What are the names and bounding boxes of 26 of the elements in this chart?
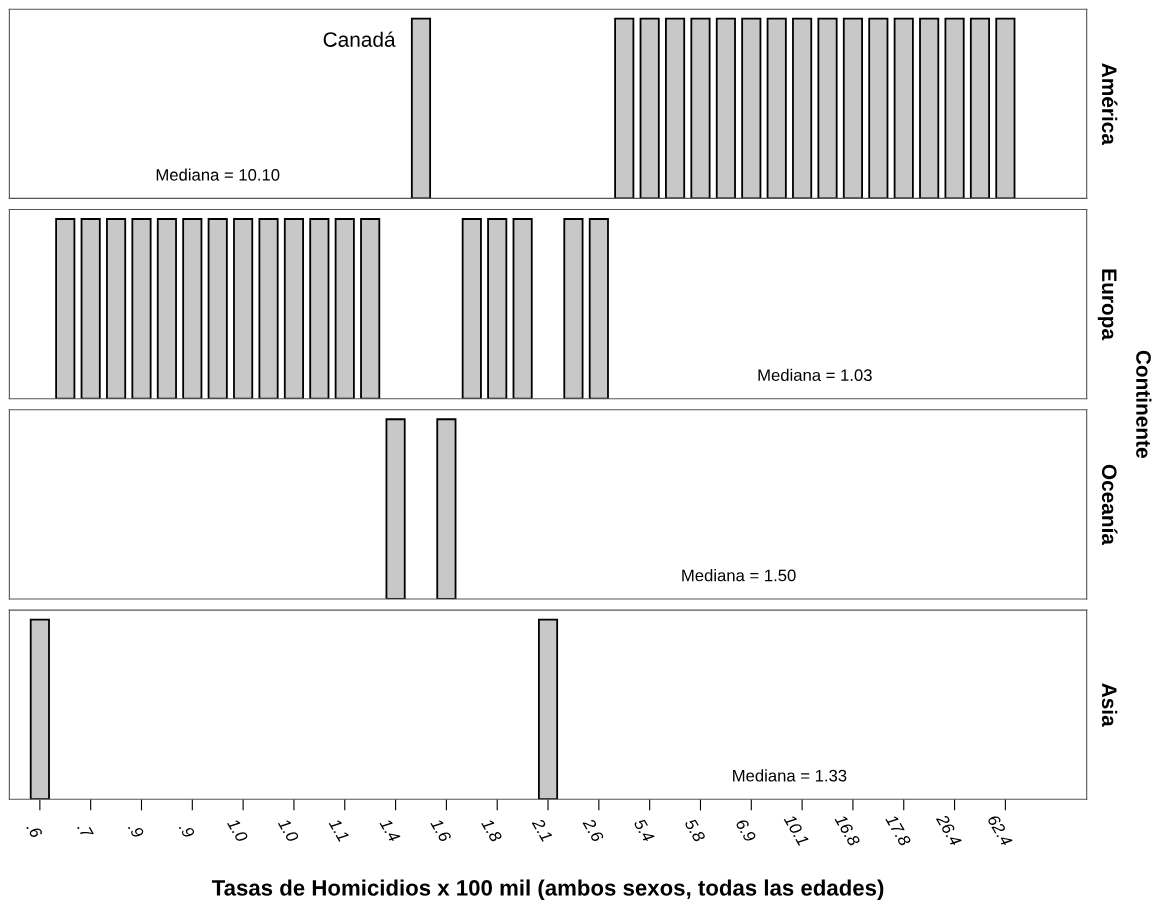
x-tick-label: 1.6 <box>430 817 452 844</box>
y2-axis-title: Europa <box>1097 269 1117 341</box>
x-tick-label: .9 <box>127 821 145 839</box>
x-tick-label: 5.8 <box>684 817 706 844</box>
x-tick-label: 1.4 <box>379 817 401 843</box>
y2-axis-title: Asia <box>1101 683 1118 727</box>
text: Continente <box>1136 350 1152 458</box>
x-tick-label: 6.9 <box>735 818 757 843</box>
x-tick-label: 1.0 <box>277 817 300 844</box>
x-tick-label: 1.0 <box>226 817 249 844</box>
x-tick-label: 2.1 <box>531 817 553 842</box>
y2-axis-title: Oceanía <box>1101 464 1118 546</box>
x-tick-label: .7 <box>77 821 94 840</box>
x-tick-label: 2.6 <box>582 817 605 844</box>
annotation: Mediana = 1.50 <box>682 569 796 582</box>
annotation: Mediana = 1.33 <box>733 769 847 782</box>
annotation: Mediana = 1.03 <box>758 368 872 382</box>
annotation: Canadá <box>323 31 396 47</box>
x-tick-label: 5.4 <box>633 817 655 843</box>
x-tick-label: 1.8 <box>481 817 503 844</box>
x-tick-label: .6 <box>26 821 43 840</box>
x-tick-label: 1.1 <box>328 817 350 842</box>
y2-axis-title: América <box>1101 63 1118 146</box>
annotation: Mediana = 10.10 <box>156 168 280 181</box>
x-tick-label: .9 <box>178 821 196 839</box>
x-axis-title: Tasas de Homicidios x 100 mil (ambos sexos, todas las edades) <box>211 879 884 901</box>
